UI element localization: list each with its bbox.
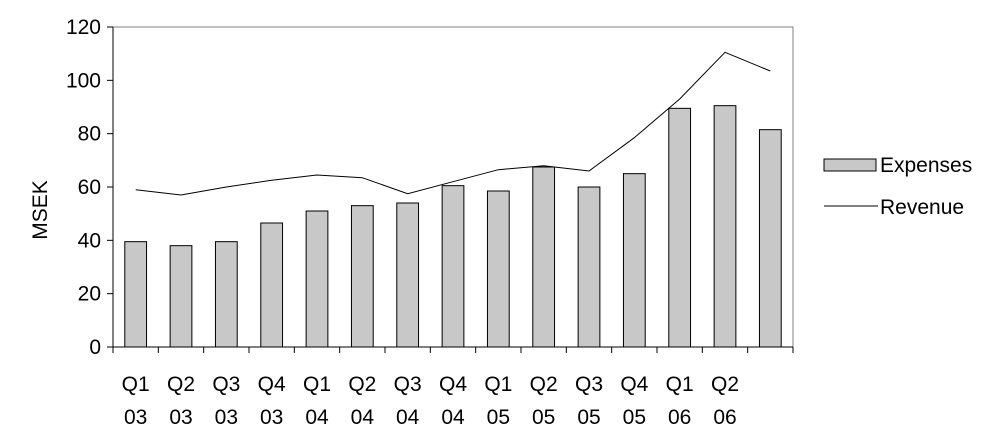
- x-tick-label: 04: [396, 406, 420, 428]
- revenue-line: [135, 51, 771, 196]
- y-tick-label: 0: [89, 336, 101, 359]
- y-tick-label: 100: [66, 69, 101, 92]
- x-tick-label: 03: [124, 406, 147, 428]
- bar-expenses: [486, 190, 510, 348]
- bar-expenses: [260, 222, 284, 348]
- x-tick-label: 05: [532, 406, 555, 428]
- x-tick-label: 03: [169, 406, 192, 428]
- x-tick-label: 03: [215, 406, 238, 428]
- bar-expenses: [713, 105, 737, 348]
- x-tick-label: Q3: [394, 373, 422, 396]
- x-tick-label: 05: [487, 406, 510, 428]
- x-tick-label: Q4: [620, 373, 648, 396]
- x-tick-label: Q3: [575, 373, 603, 396]
- x-tick-label: Q2: [711, 373, 739, 396]
- bar-expenses: [622, 173, 646, 348]
- x-tick-label: Q4: [439, 373, 467, 396]
- x-tick-label: Q3: [212, 373, 240, 396]
- legend-label-expenses: Expenses: [880, 154, 972, 177]
- y-tick-label: 40: [78, 229, 101, 252]
- y-tick-label: 20: [78, 283, 101, 306]
- bar-expenses: [124, 241, 148, 348]
- bar-expenses: [441, 185, 465, 348]
- bar-expenses: [532, 166, 556, 348]
- y-axis-label: MSEK: [29, 180, 52, 240]
- x-tick-label: 03: [260, 406, 283, 428]
- y-tick-label: 80: [78, 123, 101, 146]
- bar-expenses: [214, 241, 238, 348]
- x-tick-label: 04: [441, 406, 465, 428]
- x-tick-label: Q2: [167, 373, 195, 396]
- x-tick-label: Q1: [666, 373, 694, 396]
- bar-expenses: [169, 245, 193, 348]
- x-tick-label: Q1: [484, 373, 512, 396]
- x-tick-label: Q2: [348, 373, 376, 396]
- x-tick-label: 05: [577, 406, 600, 428]
- bar-expenses: [668, 107, 692, 348]
- x-tick-label: Q1: [122, 373, 150, 396]
- bar-expenses: [577, 186, 601, 348]
- x-tick-label: 04: [351, 406, 375, 428]
- y-tick-label: 60: [78, 176, 101, 199]
- bar-expenses: [350, 205, 374, 348]
- legend: Expenses Revenue: [823, 154, 972, 219]
- legend-label-revenue: Revenue: [880, 196, 964, 219]
- x-tick-label: 06: [713, 406, 736, 428]
- y-tick-label: 120: [66, 16, 101, 39]
- x-tick-label: 04: [305, 406, 329, 428]
- x-tick-label: Q1: [303, 373, 331, 396]
- x-tick-label: Q4: [258, 373, 286, 396]
- x-tick-label: 05: [623, 406, 646, 428]
- x-tick-label: Q2: [530, 373, 558, 396]
- bar-expenses: [305, 210, 329, 348]
- bar-expenses: [758, 129, 782, 348]
- bar-expenses: [396, 202, 420, 348]
- legend-swatch-expenses: [823, 158, 877, 172]
- x-tick-label: 06: [668, 406, 691, 428]
